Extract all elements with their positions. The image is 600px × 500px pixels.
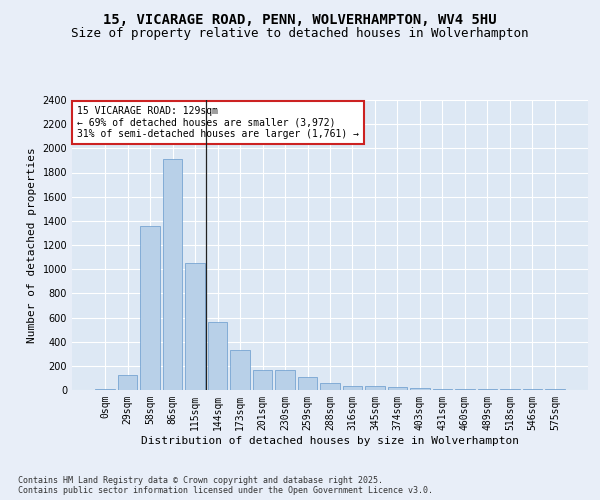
Bar: [388, 387, 407, 390]
Text: Contains HM Land Registry data © Crown copyright and database right 2025.
Contai: Contains HM Land Registry data © Crown c…: [18, 476, 433, 495]
Bar: [140, 226, 160, 390]
Bar: [95, 389, 115, 390]
Bar: [118, 375, 137, 390]
Bar: [230, 350, 250, 390]
Text: 15 VICARAGE ROAD: 129sqm
← 69% of detached houses are smaller (3,972)
31% of sem: 15 VICARAGE ROAD: 129sqm ← 69% of detach…: [77, 106, 359, 139]
Bar: [275, 370, 295, 390]
Text: 15, VICARAGE ROAD, PENN, WOLVERHAMPTON, WV4 5HU: 15, VICARAGE ROAD, PENN, WOLVERHAMPTON, …: [103, 12, 497, 26]
Bar: [208, 322, 227, 390]
Y-axis label: Number of detached properties: Number of detached properties: [27, 147, 37, 343]
X-axis label: Distribution of detached houses by size in Wolverhampton: Distribution of detached houses by size …: [141, 436, 519, 446]
Bar: [410, 388, 430, 390]
Bar: [298, 378, 317, 390]
Bar: [185, 262, 205, 390]
Bar: [253, 370, 272, 390]
Bar: [343, 386, 362, 390]
Bar: [163, 159, 182, 390]
Bar: [365, 386, 385, 390]
Text: Size of property relative to detached houses in Wolverhampton: Size of property relative to detached ho…: [71, 28, 529, 40]
Bar: [320, 383, 340, 390]
